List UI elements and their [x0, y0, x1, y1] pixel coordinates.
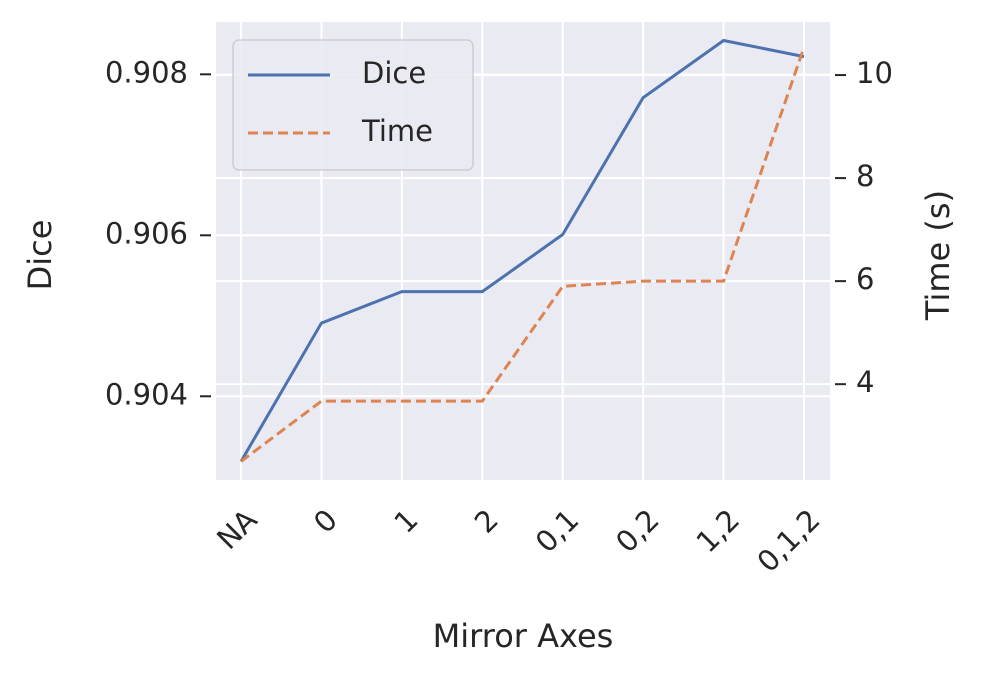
- x-tick-label: 1: [387, 503, 424, 540]
- x-tick-label: 0: [307, 503, 344, 540]
- legend-label: Dice: [362, 56, 426, 90]
- x-tick-label: 0,1,2: [750, 503, 826, 579]
- legend-box: [232, 39, 474, 171]
- y2-tick-label: 6: [856, 262, 874, 296]
- x-tick-label: 1,2: [690, 503, 747, 560]
- y-tick-label: 0.908: [105, 55, 188, 89]
- y-tick-label: 0.904: [105, 377, 188, 411]
- line-series: [239, 38, 805, 463]
- y-tick-label: 0.906: [105, 216, 188, 250]
- y2-tick-label: 10: [856, 56, 893, 90]
- y2-tick-label: 4: [856, 365, 874, 399]
- x-tick-label: 0,1: [529, 503, 586, 560]
- y-axis-label: Dice: [21, 220, 59, 291]
- x-tick-label: NA: [210, 502, 264, 556]
- y2-axis-label: Time (s): [919, 190, 957, 321]
- x-tick-label: 0,2: [609, 503, 666, 560]
- x-tick-label: 2: [468, 503, 505, 540]
- line-series: [240, 46, 806, 463]
- legend-label: Time: [361, 114, 433, 148]
- x-axis-label: Mirror Axes: [433, 617, 614, 655]
- y2-tick-label: 8: [856, 159, 874, 193]
